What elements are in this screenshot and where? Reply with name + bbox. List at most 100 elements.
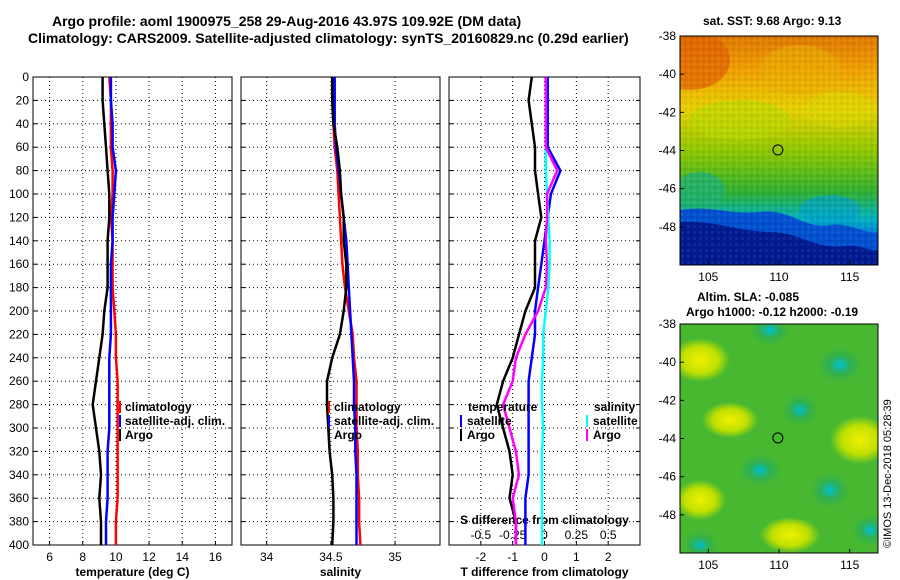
map-y-tick-label: -42 bbox=[659, 393, 677, 407]
legend-label-climatology: climatology bbox=[334, 400, 401, 414]
y-tick-label: 120 bbox=[9, 210, 29, 224]
temperature-legend: climatology satellite-adj. clim. Argo bbox=[119, 400, 225, 442]
secondary-x-tick-label: 0.25 bbox=[565, 528, 589, 542]
sla-field bbox=[680, 324, 878, 553]
legend-heading-salinity: salinity bbox=[594, 400, 636, 414]
salinity-panel: 34 34.5 35 salinity bbox=[240, 76, 441, 579]
series-line-climatology bbox=[332, 77, 362, 546]
map-y-tick-label: -46 bbox=[659, 470, 677, 484]
map-x-tick-label: 105 bbox=[698, 270, 718, 284]
sla-map: Altim. SLA: -0.085 Argo h1000: -0.12 h20… bbox=[659, 290, 879, 572]
y-tick-label: 60 bbox=[16, 140, 30, 154]
x-axis-label: temperature (deg C) bbox=[75, 565, 189, 579]
y-tick-label: 0 bbox=[22, 70, 29, 84]
difference-panel: -2 -1 0 1 2 S difference from climatology-0.5… bbox=[448, 76, 641, 579]
map-x-tick-label: 110 bbox=[769, 558, 788, 572]
y-tick-label: 340 bbox=[9, 468, 29, 482]
x-tick-label: 0 bbox=[541, 550, 548, 564]
plot-frame bbox=[32, 76, 233, 546]
series-line-temperature-satellite bbox=[524, 77, 562, 545]
x-tick-label: 34.5 bbox=[319, 550, 343, 564]
map-x-tick-label: 110 bbox=[769, 270, 788, 284]
legend-label-satellite: satellite-adj. clim. bbox=[334, 414, 434, 428]
y-tick-label: 400 bbox=[9, 538, 29, 552]
figure-title-line2: Climatology: CARS2009. Satellite-adjuste… bbox=[28, 30, 629, 46]
x-tick-label: 34 bbox=[260, 550, 274, 564]
map-y-tick-label: -48 bbox=[659, 220, 677, 234]
y-tick-label: 140 bbox=[9, 234, 29, 248]
plot-frame bbox=[240, 76, 441, 546]
legend-label-sal-argo: Argo bbox=[593, 428, 621, 442]
legend-label-sal-satellite: satellite bbox=[593, 414, 638, 428]
legend-label-climatology: climatology bbox=[125, 400, 192, 414]
x-axis-label: salinity bbox=[320, 565, 362, 579]
legend-label-argo: Argo bbox=[125, 428, 153, 442]
x-tick-label: 8 bbox=[79, 550, 86, 564]
x-tick-label: 14 bbox=[176, 550, 190, 564]
legend-label-satellite: satellite-adj. clim. bbox=[125, 414, 225, 428]
legend-label-argo: Argo bbox=[334, 428, 362, 442]
y-tick-label: 160 bbox=[9, 257, 29, 271]
x-tick-label: 2 bbox=[605, 550, 612, 564]
y-tick-label: 100 bbox=[9, 187, 29, 201]
legend-heading-temperature: temperature bbox=[468, 400, 538, 414]
y-tick-label: 300 bbox=[9, 421, 29, 435]
secondary-x-tick-label: 0 bbox=[541, 528, 548, 542]
sla-map-title: Altim. SLA: -0.085 bbox=[697, 290, 799, 304]
map-y-tick-label: -42 bbox=[659, 105, 677, 119]
map-y-tick-label: -48 bbox=[659, 508, 677, 522]
y-tick-label: 380 bbox=[9, 515, 29, 529]
x-tick-label: 16 bbox=[209, 550, 223, 564]
x-axis-label: T difference from climatology bbox=[460, 565, 628, 579]
secondary-x-tick-label: 0.5 bbox=[600, 528, 617, 542]
sst-map: sat. SST: 9.68 Argo: 9.13 105 110 115 -38 -4… bbox=[659, 14, 879, 284]
y-tick-label: 260 bbox=[9, 374, 29, 388]
map-y-tick-label: -40 bbox=[659, 67, 677, 81]
credit-text: ©IMOS 13-Dec-2018 05:28:39 bbox=[882, 399, 894, 548]
secondary-x-label: S difference from climatology bbox=[460, 513, 629, 527]
y-tick-label: 40 bbox=[16, 117, 30, 131]
map-y-tick-label: -38 bbox=[659, 317, 677, 331]
map-x-tick-label: 115 bbox=[840, 270, 859, 284]
difference-legend: temperature satellite Argo salinity sate… bbox=[460, 400, 638, 442]
temperature-panel: 0 20 40 60 80 100 120 140 160 180 200 220 240 260 280 3… bbox=[9, 70, 233, 579]
x-tick-label: 6 bbox=[46, 550, 53, 564]
y-tick-label: 180 bbox=[9, 281, 29, 295]
x-tick-label: -2 bbox=[475, 550, 486, 564]
series-line-salinity-argo bbox=[501, 77, 559, 545]
map-y-tick-label: -40 bbox=[659, 355, 677, 369]
map-y-tick-label: -46 bbox=[659, 182, 677, 196]
y-tick-label: 20 bbox=[16, 93, 30, 107]
x-tick-label: 12 bbox=[142, 550, 156, 564]
x-tick-label: 35 bbox=[388, 550, 402, 564]
y-tick-label: 240 bbox=[9, 351, 29, 365]
argo-position-marker bbox=[772, 144, 784, 156]
sst-map-title: sat. SST: 9.68 Argo: 9.13 bbox=[703, 14, 842, 28]
sst-field bbox=[680, 36, 878, 265]
secondary-x-tick-label: -0.25 bbox=[499, 528, 527, 542]
series-line-temperature-argo bbox=[495, 76, 543, 545]
y-tick-label: 320 bbox=[9, 444, 29, 458]
series-line-salinity-satellite bbox=[540, 77, 551, 545]
series-line-satellite-adj-clim- bbox=[104, 77, 118, 545]
y-tick-label: 360 bbox=[9, 491, 29, 505]
figure-title-line1: Argo profile: aoml 1900975_258 29-Aug-20… bbox=[52, 13, 521, 29]
argo-position-marker bbox=[772, 432, 784, 444]
y-tick-label: 200 bbox=[9, 304, 29, 318]
map-y-tick-label: -44 bbox=[659, 144, 677, 158]
map-x-tick-label: 105 bbox=[698, 558, 718, 572]
salinity-legend: climatology satellite-adj. clim. Argo bbox=[328, 400, 434, 442]
x-tick-label: 10 bbox=[109, 550, 123, 564]
x-tick-label: -1 bbox=[507, 550, 518, 564]
series-line-climatology bbox=[108, 76, 119, 545]
sla-map-subtitle: Argo h1000: -0.12 h2000: -0.19 bbox=[686, 305, 858, 319]
map-y-tick-label: -38 bbox=[659, 29, 677, 43]
map-y-tick-label: -44 bbox=[659, 432, 677, 446]
x-tick-label: 1 bbox=[573, 550, 580, 564]
y-tick-label: 220 bbox=[9, 327, 29, 341]
y-tick-label: 80 bbox=[16, 164, 30, 178]
series-line-argo bbox=[325, 77, 348, 546]
legend-label-temp-satellite: satellite bbox=[467, 414, 512, 428]
legend-label-temp-argo: Argo bbox=[467, 428, 495, 442]
y-tick-label: 280 bbox=[9, 398, 29, 412]
